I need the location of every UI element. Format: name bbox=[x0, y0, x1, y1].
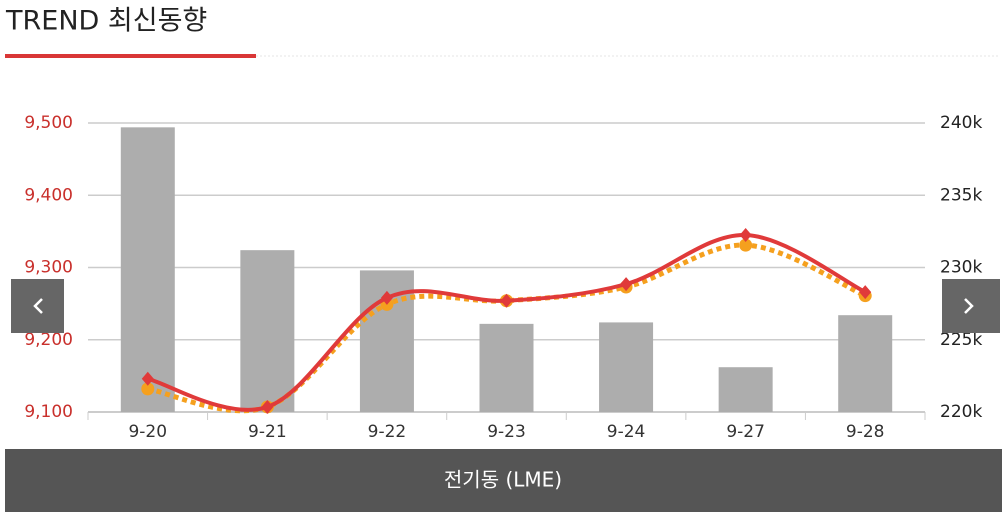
prev-button-bg[interactable] bbox=[11, 279, 64, 333]
plot-area: 9,100 9,200 9,300 9,400 9,500 220k 225k 230k 235… bbox=[24, 113, 982, 442]
marker bbox=[859, 285, 872, 300]
title-underline bbox=[5, 54, 256, 58]
x-tick-label: 9-24 bbox=[607, 422, 646, 442]
chart-title: TREND 최신동향 bbox=[5, 6, 207, 37]
y2-tick-label: 235k bbox=[940, 185, 982, 205]
prev-button[interactable] bbox=[11, 279, 64, 333]
bar bbox=[718, 367, 773, 412]
marker bbox=[261, 399, 274, 414]
bar bbox=[838, 315, 893, 412]
y2-tick-label: 240k bbox=[940, 113, 982, 133]
y-tick-label: 9,100 bbox=[24, 402, 73, 422]
x-tick-label: 9-22 bbox=[368, 422, 407, 442]
bar bbox=[599, 322, 654, 412]
marker bbox=[141, 382, 155, 396]
x-tick-label: 9-27 bbox=[726, 422, 765, 442]
x-tick-label: 9-28 bbox=[846, 422, 885, 442]
x-tick-label: 9-20 bbox=[128, 422, 167, 442]
chart-caption: 전기동 (LME) bbox=[444, 468, 562, 492]
bar bbox=[120, 127, 175, 413]
marker bbox=[500, 293, 513, 308]
caption-bar bbox=[5, 449, 1002, 512]
marker bbox=[620, 277, 633, 292]
next-icon[interactable] bbox=[964, 298, 974, 314]
y2-tick-label: 225k bbox=[940, 330, 982, 350]
bar bbox=[240, 250, 295, 412]
marker bbox=[739, 238, 753, 252]
next-button[interactable] bbox=[942, 279, 1000, 333]
marker bbox=[141, 371, 154, 386]
marker bbox=[739, 227, 752, 242]
y-tick-label: 9,300 bbox=[24, 258, 73, 278]
x-tick-label: 9-21 bbox=[248, 422, 287, 442]
marker bbox=[380, 290, 393, 305]
y-tick-label: 9,200 bbox=[24, 330, 73, 350]
prev-icon[interactable] bbox=[33, 298, 43, 314]
y-tick-label: 9,500 bbox=[24, 113, 73, 133]
y2-tick-label: 220k bbox=[940, 402, 982, 422]
y-tick-label: 9,400 bbox=[24, 185, 73, 205]
bar bbox=[479, 323, 534, 412]
x-tick-label: 9-23 bbox=[487, 422, 526, 442]
y2-tick-label: 230k bbox=[940, 258, 982, 278]
